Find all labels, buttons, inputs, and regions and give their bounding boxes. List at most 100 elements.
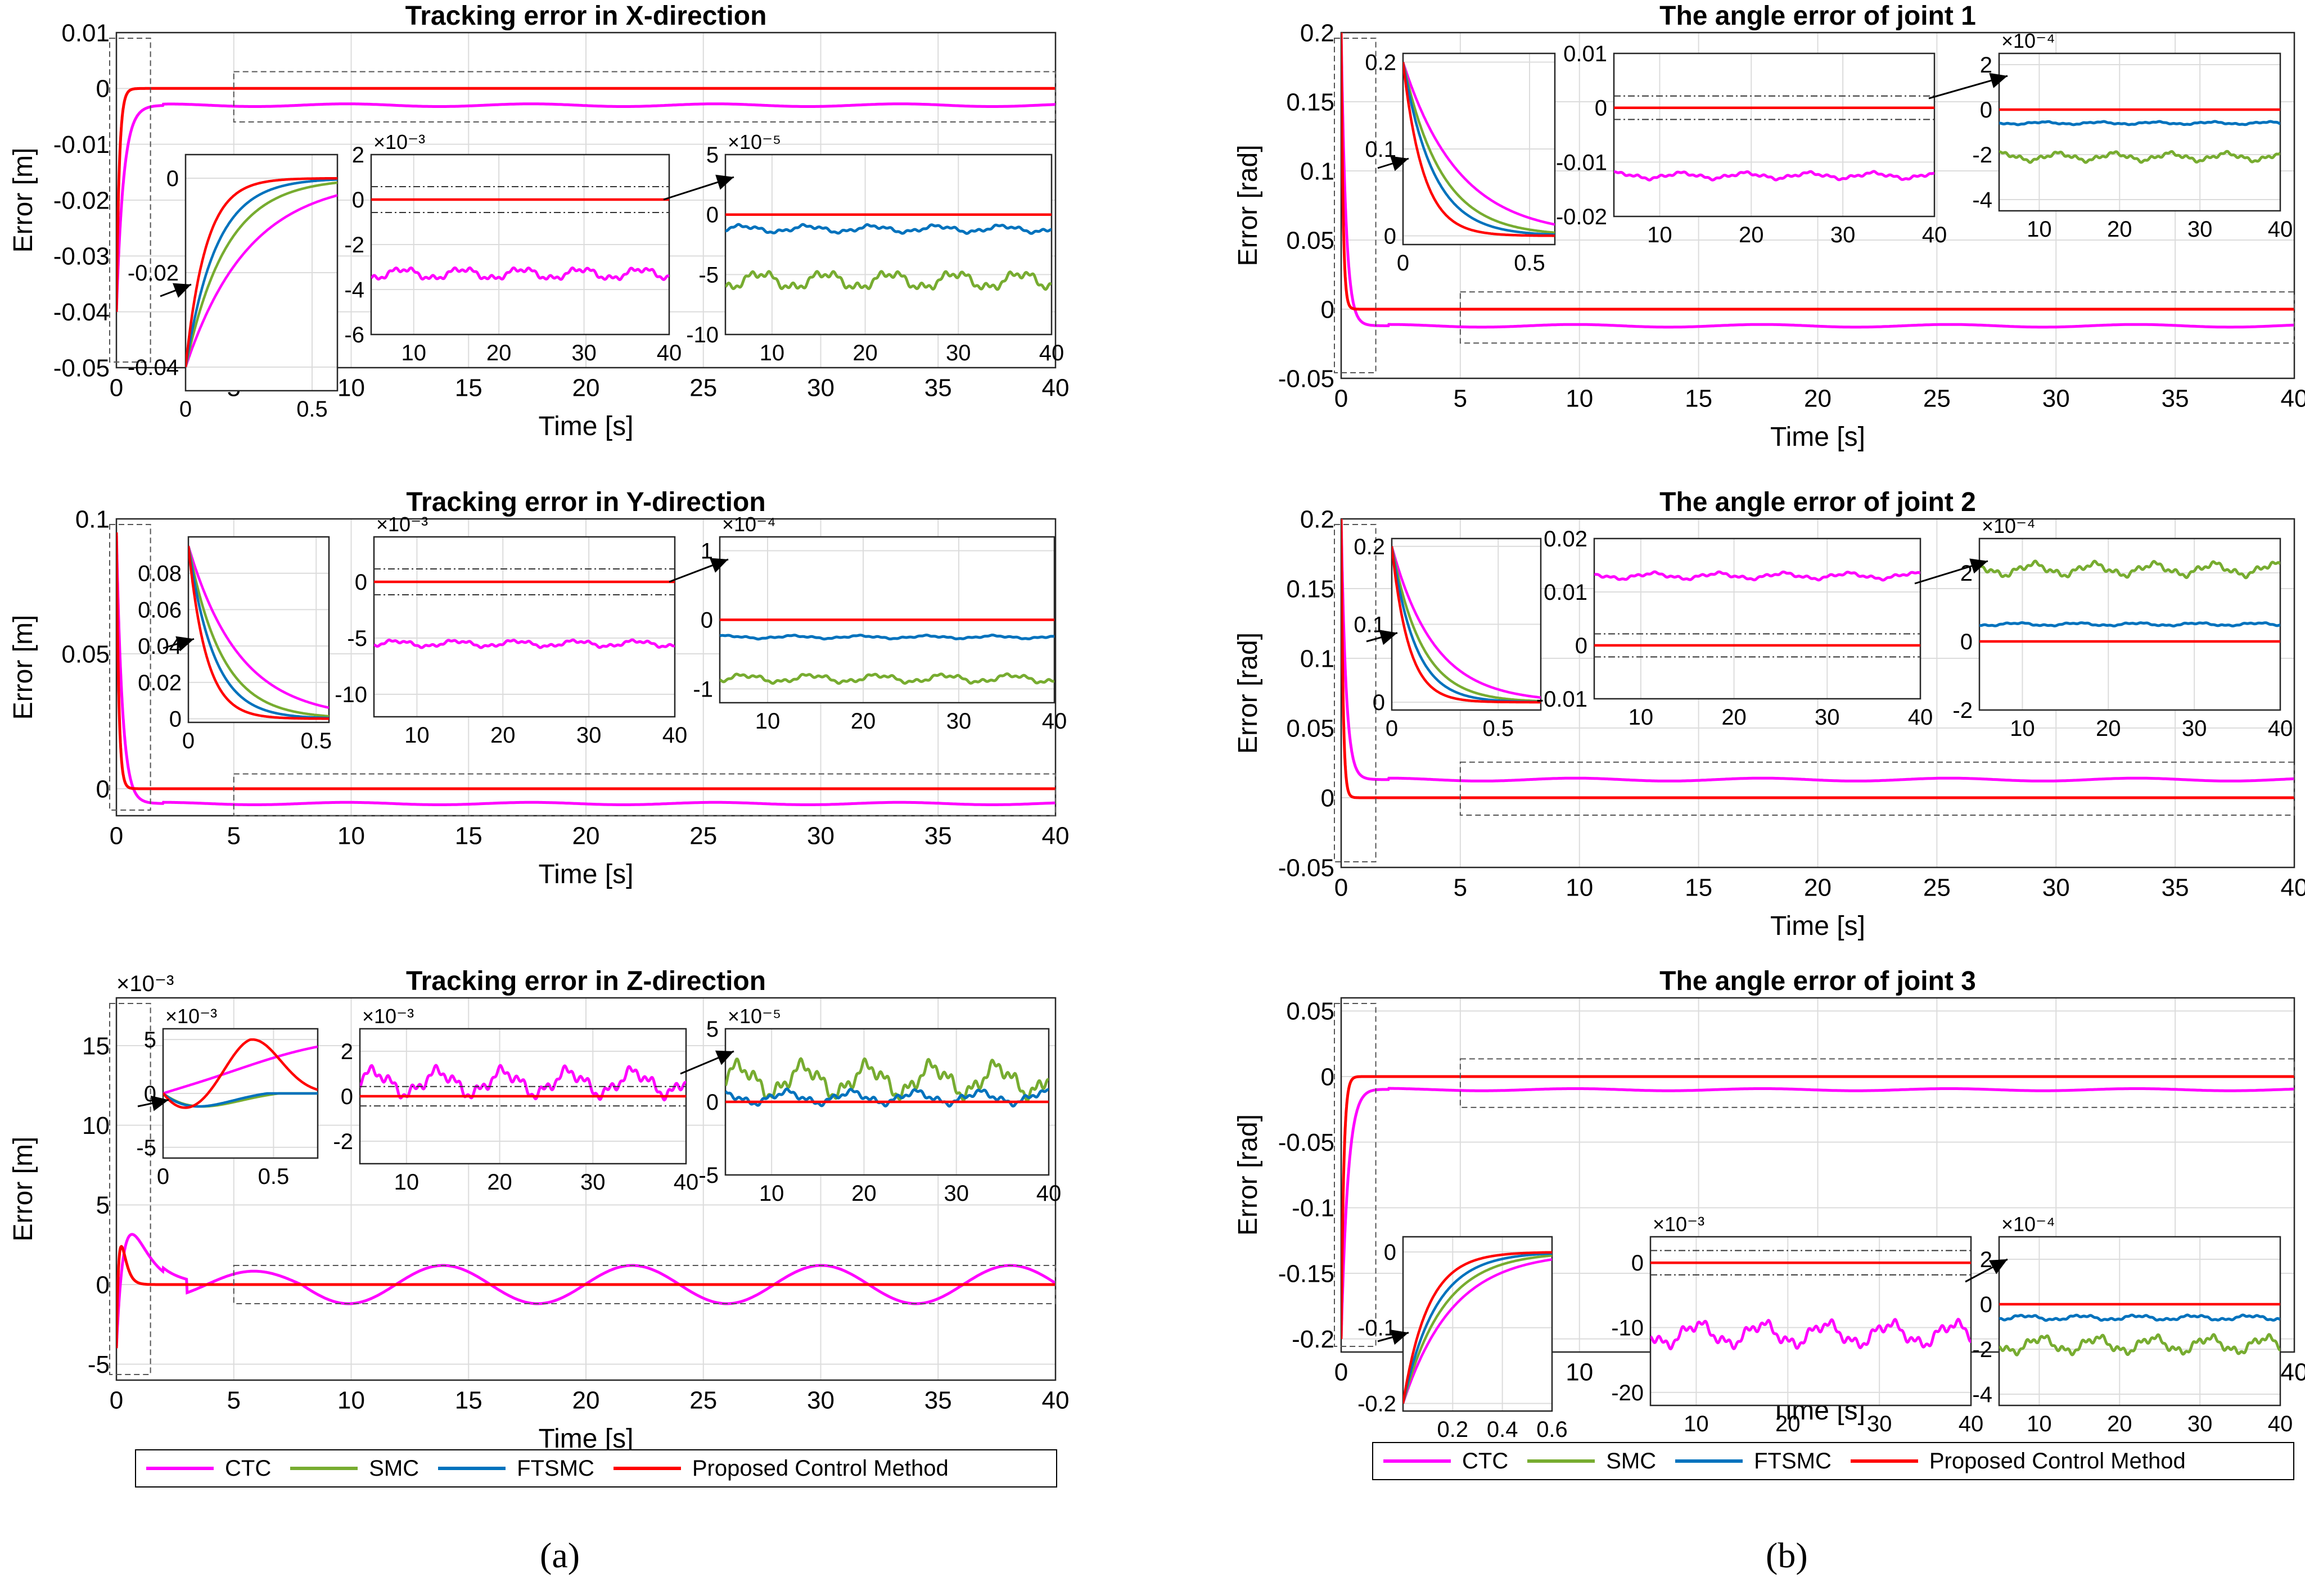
inset-axes-frame	[1593, 537, 1921, 700]
inset-ytick-label: 2	[341, 1039, 353, 1064]
series-group	[1341, 33, 2294, 329]
chart-title: Tracking error in Y-direction	[406, 487, 765, 517]
inset-xtick-label: 20	[486, 341, 512, 365]
x-axis-label: Time [s]	[539, 412, 634, 441]
inset-ytick-label: -2	[333, 1129, 353, 1154]
main-xtick-label: 10	[1566, 1359, 1593, 1386]
inset-axes-frame	[184, 153, 339, 392]
inset-xtick-label: 30	[946, 709, 972, 734]
inset-2: 10 20 30 40 -2 0 2 ×10⁻³	[333, 1005, 698, 1195]
y-axis-label: Error [m]	[8, 148, 38, 253]
inset-series-group	[1392, 546, 1541, 704]
inset-line-ftsmc	[188, 545, 329, 720]
inset-ytick-label: -5	[136, 1136, 156, 1160]
inset-line-ftsmc	[1979, 621, 2280, 628]
inset-xtick-label: 40	[2268, 716, 2293, 741]
inset-ytick-label: -2	[1952, 698, 1973, 723]
inset-2: 10 20 30 40 -0.01 0 0.01 0.02	[1536, 527, 1933, 730]
inset-ytick-label: -0.1	[1357, 1316, 1396, 1341]
inset-ytick-label: 0.01	[1544, 580, 1587, 605]
inset-xtick-label: 0	[182, 729, 195, 753]
inset-ytick-label: -0.02	[128, 261, 179, 286]
main-ytick-label: -0.02	[53, 187, 110, 214]
main-xtick-label: 10	[337, 374, 365, 402]
inset-ytick-label: 0.2	[1365, 50, 1396, 75]
inset-xtick-label: 30	[580, 1170, 606, 1195]
inset-3: 10 20 30 40 -4 -2 0 2 ×10⁻⁴	[1972, 29, 2293, 242]
inset-ytick-label: 0	[341, 1084, 353, 1109]
main-xtick-label: 15	[455, 1387, 482, 1414]
inset-line-smc	[1403, 1254, 1552, 1404]
inset-xtick-label: 10	[2027, 217, 2052, 242]
inset-line-ftsmc	[1403, 1252, 1552, 1404]
inset-ytick-label: 0.01	[1563, 42, 1607, 66]
x-axis-label: Time [s]	[539, 1424, 634, 1454]
inset-xtick-label: 30	[2187, 1412, 2213, 1436]
inset-xtick-label: 0.5	[1514, 251, 1545, 275]
inset-xtick-label: 10	[394, 1170, 419, 1195]
inset-1: 0 0.5 0 0.02 0.04 0.06 0.08	[138, 536, 332, 753]
inset-line-smc	[188, 545, 329, 718]
inset-2: 10 20 30 40 -10 -5 0 ×10⁻³	[335, 513, 687, 748]
inset-xtick-label: 40	[2268, 1412, 2293, 1436]
zoom-box-steady	[1459, 1058, 2295, 1108]
inset-2: 10 20 30 40 -6 -4 -2 0 2 ×10⁻³	[344, 130, 682, 365]
main-xtick-label: 5	[1454, 874, 1467, 902]
series-group	[116, 532, 1055, 806]
arrow-head	[709, 558, 728, 573]
inset-ytick-label: 0	[352, 188, 364, 213]
inset-ytick-label: 2	[1980, 53, 1992, 78]
inset-plot-bg	[374, 537, 675, 717]
main-ytick-label: -0.05	[1278, 1129, 1334, 1156]
legend-ftsmc: FTSMC	[1675, 1449, 1832, 1474]
inset-axes-frame	[1402, 52, 1556, 246]
inset-line-smc	[1999, 150, 2280, 164]
inset-line-proposed-control-method	[1403, 1251, 1552, 1404]
inset-ytick-label: -0.2	[1357, 1392, 1396, 1417]
inset-xtick-label: 20	[487, 1170, 512, 1195]
arrow-head	[1969, 558, 1988, 574]
main-xtick-label: 10	[337, 822, 365, 850]
inset-axes-frame	[1391, 537, 1542, 711]
inset-xtick-label: 10	[1647, 223, 1672, 247]
main-xtick-label: 0	[1334, 874, 1348, 902]
inset-line-ctc	[374, 638, 675, 649]
main-axes-frame	[115, 31, 1057, 369]
series-line-proposed-control-method	[1341, 519, 2294, 799]
inset-exponent-label: ×10⁻⁵	[728, 130, 781, 153]
main-xtick-label: 30	[2042, 385, 2070, 413]
inset-ytick-label: 0	[1575, 634, 1587, 658]
main-xtick-label: 35	[2162, 874, 2189, 902]
inset-series-group	[725, 213, 1052, 291]
inset-ytick-label: -4	[1972, 1382, 1992, 1407]
main-xtick-label: 35	[924, 1387, 952, 1414]
inset-series-group	[371, 186, 669, 281]
inset-xtick-label: 20	[2096, 716, 2121, 741]
inset-line-proposed-control-method	[163, 1038, 318, 1109]
inset-xtick-label: 40	[1908, 705, 1933, 730]
inset-series-group	[1999, 108, 2280, 164]
x-axis-label: Time [s]	[1770, 911, 1865, 941]
inset-xtick-label: 40	[2268, 217, 2293, 242]
inset-line-ctc	[360, 1064, 686, 1102]
main-ytick-label: 0.1	[1300, 157, 1334, 185]
main-xtick-label: 40	[2281, 1359, 2305, 1386]
inset-xtick-label: 10	[404, 723, 430, 748]
arrow-head	[715, 1050, 734, 1065]
inset-series-group	[186, 177, 337, 368]
inset-exponent-label: ×10⁻³	[373, 130, 425, 153]
inset-plot-bg	[1999, 1237, 2280, 1405]
inset-ytick-label: 5	[706, 143, 719, 168]
inset-xtick-label: 20	[851, 709, 876, 734]
zoom-box-steady	[1459, 291, 2295, 344]
inset-xtick-label: 10	[760, 341, 785, 365]
inset-ytick-label: -2	[1972, 1337, 1992, 1362]
inset-ytick-label: -10	[686, 323, 719, 347]
main-ytick-label: 0.2	[1300, 505, 1334, 533]
inset-axes-frame	[1978, 537, 2281, 711]
inset-line-proposed-control-method	[188, 545, 329, 720]
inset-ytick-label: -20	[1611, 1381, 1644, 1405]
inset-xtick-label: 0.6	[1536, 1417, 1568, 1442]
inset-ytick-label: 0.02	[1544, 527, 1587, 551]
